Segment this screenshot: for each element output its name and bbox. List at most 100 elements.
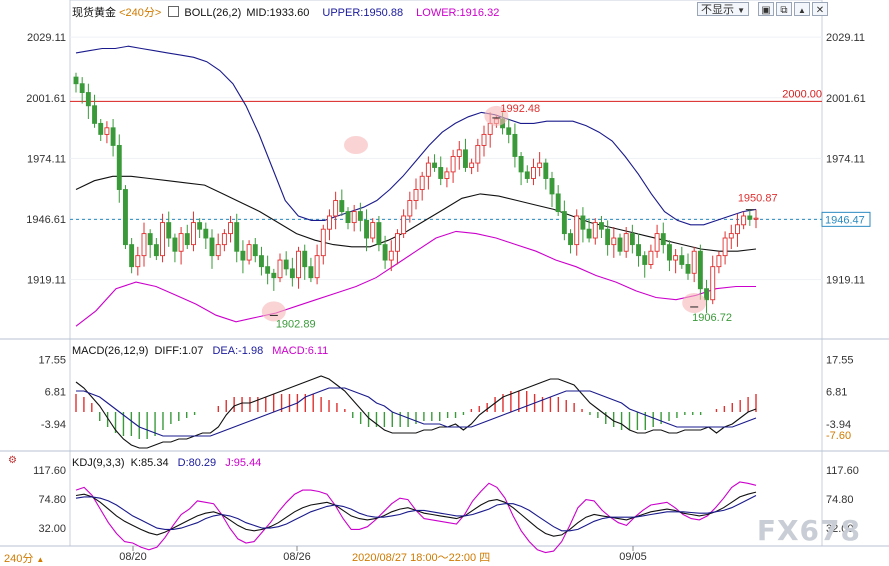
candle-down — [147, 233, 153, 246]
kdj-j-line — [75, 481, 757, 554]
period-selector[interactable]: 240分 ▲ — [4, 550, 44, 566]
kdj-y-tick-left: 74.80 — [38, 494, 66, 506]
candle-down — [116, 144, 122, 190]
candle-down — [568, 233, 573, 246]
extreme-label: 1950.87 — [738, 193, 778, 205]
kdj-settings-icon: ⚙ — [8, 455, 17, 466]
candle-down — [599, 222, 604, 230]
boll-lower: LOWER:1916.32 — [416, 7, 500, 19]
candle-down — [357, 211, 363, 221]
candle-up — [160, 222, 165, 257]
boll-upper: UPPER:1950.88 — [322, 7, 404, 19]
candle-up — [327, 215, 332, 230]
macd-diff: DIFF:1.07 — [154, 345, 204, 357]
candle-up — [691, 250, 697, 274]
candle-down — [153, 244, 159, 257]
candle-down — [438, 167, 444, 179]
candle-down — [617, 237, 623, 252]
candle-up — [735, 224, 740, 235]
candle-down — [79, 83, 85, 93]
y-tick-label-left: 1946.61 — [26, 214, 66, 226]
expand-button[interactable]: ⧉ — [776, 2, 792, 16]
macd-dea-line — [76, 387, 757, 437]
candle-down — [642, 255, 648, 265]
macd-y-tick-left: -3.94 — [41, 419, 66, 431]
candle-down — [259, 255, 264, 268]
close-icon: ✕ — [815, 5, 825, 16]
candle-down — [376, 222, 382, 246]
close-button[interactable]: ✕ — [812, 2, 828, 16]
macd-current-marker: -7.60 — [826, 430, 851, 442]
candle-down — [685, 264, 691, 274]
candle-down — [364, 219, 369, 239]
candle-up — [710, 266, 716, 301]
candle-up — [574, 215, 580, 246]
candle-up — [654, 233, 660, 252]
macd-y-tick-right: -3.94 — [826, 419, 851, 431]
candle-down — [197, 222, 203, 230]
macd-dea: DEA:-1.98 — [212, 345, 264, 357]
x-tick-label: 08/20 — [119, 551, 147, 563]
dropdown-icon: ▼ — [737, 6, 745, 15]
candle-down — [172, 237, 178, 252]
candle-up — [753, 217, 759, 220]
kdj-d-line — [75, 495, 757, 532]
candle-up — [221, 233, 227, 246]
candle-up — [450, 156, 456, 173]
macd-y-tick-right: 17.55 — [826, 354, 854, 366]
macd-diff-line — [75, 375, 757, 449]
macd-y-tick-right: 6.81 — [826, 387, 847, 399]
y-tick-label-left: 2001.61 — [26, 93, 66, 105]
candle-down — [345, 211, 351, 224]
kdj-y-tick-right: 117.60 — [826, 465, 859, 477]
highlight-marker — [261, 301, 286, 322]
candle-down — [92, 105, 97, 124]
candle-down — [123, 189, 128, 246]
candle-up — [623, 233, 629, 252]
crosshair-date: 2020/08/27 18:00～22:00 四 — [352, 552, 491, 564]
candle-down — [704, 288, 709, 301]
candle-down — [561, 211, 567, 235]
candle-down — [252, 244, 258, 257]
candle-down — [271, 272, 277, 279]
candle-down — [302, 250, 308, 268]
candle-up — [475, 144, 481, 164]
main-legend: 现货黄金 <240分> BOLL(26,2) MID:1933.60 UPPER… — [72, 4, 499, 20]
candle-up — [333, 200, 339, 217]
y-tick-label-left: 2029.11 — [27, 32, 66, 44]
kdj-j: J:95.44 — [225, 457, 262, 469]
candle-up — [320, 228, 326, 257]
resistance-label: 2000.00 — [782, 88, 822, 100]
candle-up — [407, 200, 413, 217]
symbol-name: 现货黄金 — [72, 7, 116, 19]
scroll-up-button[interactable]: ▲ — [794, 2, 810, 16]
hide-indicator-button[interactable]: 不显示 ▼ — [697, 2, 749, 16]
macd-legend: MACD(26,12,9) DIFF:1.07 DEA:-1.98 MACD:6… — [72, 345, 328, 357]
settings-button[interactable]: ▣ — [758, 2, 774, 16]
kdj-y-tick-left: 117.60 — [33, 465, 66, 477]
candle-up — [178, 233, 184, 252]
candle-down — [432, 162, 437, 168]
highlight-marker — [682, 292, 707, 313]
candle-down — [234, 222, 240, 252]
candle-down — [289, 268, 295, 279]
candle-up — [728, 233, 734, 239]
boll-mid-line — [75, 175, 757, 252]
boll-toggle-icon[interactable] — [168, 6, 180, 17]
candle-down — [555, 193, 561, 213]
kdj-k: K:85.34 — [130, 457, 169, 469]
candle-up — [228, 222, 233, 235]
candle-up — [419, 175, 425, 190]
candle-down — [98, 122, 104, 135]
candle-up — [481, 133, 487, 146]
macd-title: MACD(26,12,9) — [72, 345, 149, 357]
candle-down — [209, 237, 215, 257]
candle-up — [456, 149, 462, 157]
candle-up — [611, 237, 617, 246]
y-tick-label-right: 1974.11 — [826, 153, 865, 165]
caret-up-icon: ▲ — [36, 555, 45, 564]
candle-down — [667, 244, 672, 261]
candle-down — [339, 200, 345, 213]
kdj-legend: KDJ(9,3,3) K:85.34 D:80.29 J:95.44 — [72, 457, 261, 469]
